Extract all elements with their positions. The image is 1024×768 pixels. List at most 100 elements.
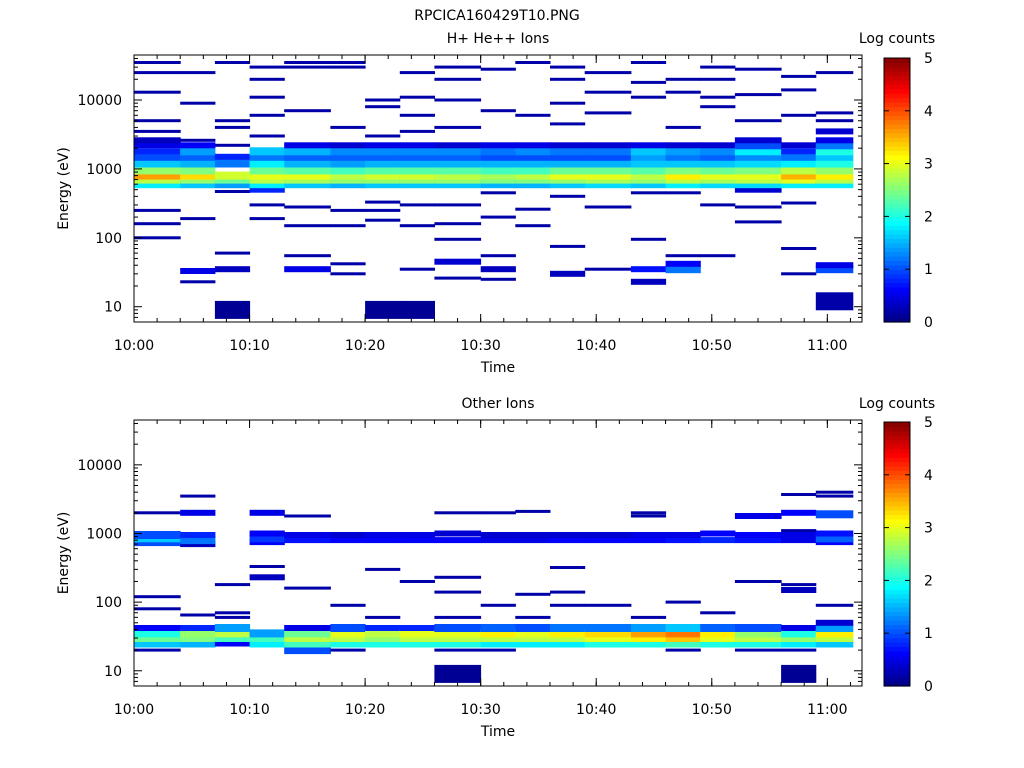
heatmap-cell bbox=[214, 61, 251, 64]
heatmap-cell bbox=[480, 147, 516, 156]
heatmap-cell bbox=[180, 180, 216, 189]
heatmap-cell bbox=[550, 532, 586, 538]
heatmap-cell bbox=[214, 583, 251, 587]
heatmap-cell bbox=[700, 65, 736, 69]
heatmap-cell bbox=[734, 93, 782, 97]
heatmap-cell bbox=[365, 208, 401, 212]
colorbar-step bbox=[884, 102, 910, 107]
heatmap-cell bbox=[515, 142, 551, 149]
heatmap-cell bbox=[665, 142, 701, 149]
heatmap-cell bbox=[630, 532, 667, 538]
heatmap-cell bbox=[480, 629, 516, 638]
heatmap-cell bbox=[665, 537, 701, 544]
colorbar-step bbox=[884, 75, 910, 81]
heatmap-cell bbox=[434, 629, 482, 638]
heatmap-cell bbox=[480, 639, 516, 648]
heatmap-cell bbox=[214, 190, 251, 193]
colorbar-step bbox=[884, 313, 910, 319]
heatmap-cell bbox=[630, 514, 667, 518]
heatmap-cell bbox=[249, 159, 285, 168]
heatmap-cell bbox=[434, 537, 482, 544]
heatmap-cell bbox=[734, 119, 782, 123]
colorbar-step bbox=[884, 452, 910, 458]
x-tick-label: 10:10 bbox=[229, 338, 269, 354]
colorbar-step bbox=[884, 483, 910, 489]
heatmap-cell bbox=[434, 615, 482, 619]
heatmap-cell bbox=[781, 159, 817, 168]
heatmap-cell bbox=[630, 278, 667, 285]
colorbar-step bbox=[884, 461, 910, 467]
heatmap-cell bbox=[550, 147, 586, 156]
heatmap-cell bbox=[781, 493, 817, 496]
colorbar-step bbox=[884, 470, 910, 476]
colorbar-step bbox=[884, 558, 910, 564]
heatmap-cell bbox=[284, 532, 331, 538]
heatmap-cell bbox=[734, 186, 782, 193]
heatmap-cell bbox=[700, 147, 736, 156]
heatmap-cell bbox=[214, 624, 251, 632]
colorbar-step bbox=[884, 269, 910, 275]
colorbar-step bbox=[884, 536, 910, 542]
heatmap-cell bbox=[700, 95, 736, 99]
heatmap-cell bbox=[134, 607, 181, 611]
colorbar-step bbox=[884, 194, 910, 200]
colorbar-step bbox=[884, 304, 910, 310]
heatmap-cell bbox=[700, 180, 736, 189]
heatmap-cell bbox=[330, 624, 366, 632]
colorbar-tick-label: 4 bbox=[924, 468, 933, 484]
heatmap-cell bbox=[134, 625, 181, 631]
heatmap-cell bbox=[180, 613, 216, 617]
heatmap-cell bbox=[584, 90, 632, 94]
heatmap-cell bbox=[584, 267, 632, 271]
colorbar-step bbox=[884, 115, 910, 121]
heatmap-cell bbox=[434, 575, 482, 579]
heatmap-cell bbox=[330, 166, 366, 175]
heatmap-cell bbox=[734, 532, 782, 538]
heatmap-cell bbox=[134, 222, 181, 226]
colorbar-step bbox=[884, 106, 910, 112]
heatmap-cell bbox=[330, 629, 366, 638]
heatmap-cell bbox=[399, 113, 435, 117]
heatmap-cell bbox=[284, 159, 331, 168]
heatmap-cell bbox=[515, 171, 551, 180]
heatmap-cell bbox=[515, 113, 551, 117]
heatmap-cell bbox=[284, 586, 331, 590]
heatmap-cell bbox=[480, 142, 516, 149]
heatmap-cell bbox=[134, 166, 181, 175]
heatmap-cell bbox=[180, 147, 216, 156]
heatmap-cell bbox=[781, 113, 817, 117]
colorbar-step bbox=[884, 540, 910, 546]
heatmap-cell bbox=[134, 634, 181, 642]
heatmap-cell bbox=[249, 639, 285, 648]
heatmap-cell bbox=[781, 142, 817, 149]
colorbar-step bbox=[884, 430, 910, 436]
heatmap-cell bbox=[249, 180, 285, 189]
heatmap-cell bbox=[700, 166, 736, 175]
heatmap-cell bbox=[399, 166, 435, 175]
colorbar-step bbox=[884, 549, 910, 555]
heatmap-cell bbox=[249, 574, 285, 581]
heatmap-cell bbox=[480, 266, 516, 273]
heatmap-cell bbox=[734, 147, 782, 156]
heatmap-cell bbox=[249, 113, 285, 117]
heatmap-cell bbox=[399, 625, 435, 631]
colorbar-tick-label: 0 bbox=[924, 315, 933, 331]
heatmap-cell bbox=[434, 203, 482, 207]
heatmap-cell bbox=[584, 166, 632, 175]
heatmap-cell bbox=[665, 152, 701, 161]
colorbar-step bbox=[884, 589, 910, 595]
colorbar-step bbox=[884, 278, 910, 283]
colorbar-step bbox=[884, 207, 910, 213]
heatmap-cell bbox=[630, 171, 667, 180]
heatmap-cell bbox=[550, 65, 586, 69]
colorbar-step bbox=[884, 238, 910, 244]
heatmap-cell bbox=[781, 625, 817, 631]
heatmap-cell bbox=[734, 159, 782, 168]
colorbar-step bbox=[884, 71, 910, 77]
heatmap-cell bbox=[700, 152, 736, 161]
heatmap-cell bbox=[584, 629, 632, 638]
colorbar-step bbox=[884, 124, 910, 129]
heatmap-cell bbox=[550, 77, 586, 81]
heatmap-cell bbox=[330, 603, 366, 607]
heatmap-cell bbox=[434, 624, 482, 632]
